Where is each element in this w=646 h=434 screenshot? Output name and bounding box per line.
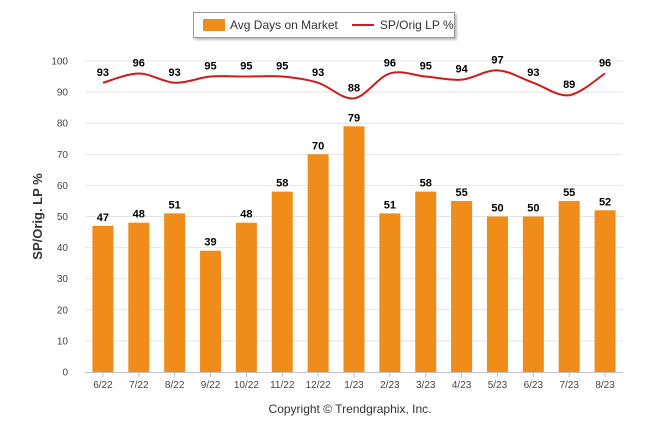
line-value-label: 95: [240, 61, 252, 73]
line-value-label: 93: [312, 67, 324, 79]
x-tick-label: 10/22: [234, 380, 259, 391]
x-tick-label: 8/22: [165, 380, 185, 391]
y-tick-label: 20: [57, 305, 69, 316]
line-value-label: 93: [527, 67, 539, 79]
line-value-label: 88: [348, 82, 360, 94]
copyright-text: Copyright © Trendgraphix, Inc.: [268, 402, 432, 416]
bar-value-label: 39: [204, 237, 216, 249]
x-tick-label: 2/23: [380, 380, 400, 391]
x-axis-ticks: 6/22 7/22 8/22 9/22 10/22 11/22 12/22 1/23 2/23 3…: [93, 372, 615, 391]
legend-line-swatch: [351, 24, 374, 26]
x-tick-label: 6/23: [524, 380, 544, 391]
x-tick-label: 12/22: [306, 380, 331, 391]
bar: [200, 250, 222, 372]
bar-value-label: 55: [563, 187, 575, 199]
bar: [164, 213, 186, 372]
bar-data-labels: 47 48 51 39 48 58 70 79 51 58 55 50 50 55 52: [97, 112, 611, 248]
x-tick-label: 8/23: [595, 380, 615, 391]
bar-series: [92, 126, 616, 372]
x-tick-label: 11/22: [270, 380, 295, 391]
y-tick-label: 40: [57, 243, 69, 254]
x-tick-label: 7/23: [559, 380, 579, 391]
legend-bar-label: Avg Days on Market: [230, 18, 338, 32]
y-tick-label: 30: [57, 274, 69, 285]
bar: [343, 126, 365, 372]
x-tick-label: 1/23: [344, 380, 364, 391]
x-tick-label: 5/23: [488, 380, 508, 391]
x-tick-label: 6/22: [93, 380, 113, 391]
bar: [235, 222, 257, 372]
sp-orig-lp-line: [102, 69, 606, 100]
line-value-label: 95: [204, 61, 216, 73]
bar: [451, 200, 473, 372]
bar: [486, 216, 508, 372]
legend: Avg Days on Market SP/Orig LP %: [193, 12, 455, 38]
line-value-label: 93: [97, 67, 109, 79]
bar: [128, 222, 150, 372]
line-value-label: 96: [599, 57, 611, 69]
bar-value-label: 48: [133, 209, 145, 221]
x-tick-label: 7/22: [129, 380, 149, 391]
legend-item-bar[interactable]: Avg Days on Market: [203, 18, 338, 32]
bar: [522, 216, 544, 372]
bar-value-label: 70: [312, 140, 324, 152]
y-tick-label: 50: [57, 212, 69, 223]
bar-value-label: 58: [420, 178, 432, 190]
bar-value-label: 58: [276, 178, 288, 190]
bar: [92, 225, 114, 372]
line-value-label: 97: [491, 54, 503, 66]
line-value-label: 95: [420, 61, 432, 73]
y-tick-label: 10: [57, 336, 69, 347]
x-tick-label: 4/23: [452, 380, 472, 391]
bar-value-label: 51: [169, 199, 181, 211]
y-tick-label: 70: [57, 150, 69, 161]
y-tick-label: 80: [57, 119, 69, 130]
bar-value-label: 51: [384, 199, 396, 211]
bar: [415, 191, 437, 372]
line-value-label: 96: [384, 57, 396, 69]
x-tick-label: 3/23: [416, 380, 436, 391]
bar: [271, 191, 293, 372]
bar-value-label: 79: [348, 112, 360, 124]
bar-value-label: 52: [599, 196, 611, 208]
legend-line-label: SP/Orig LP %: [379, 18, 454, 32]
bar: [379, 213, 401, 372]
bar: [594, 210, 616, 372]
y-axis-ticks: 0 10 20 30 40 50 60 70 80 90 100: [51, 57, 68, 379]
y-tick-label: 60: [57, 181, 69, 192]
line-series: [102, 69, 606, 100]
line-value-label: 96: [133, 57, 145, 69]
bar-value-label: 50: [527, 203, 539, 215]
y-axis-title: SP/Orig. LP %: [30, 173, 45, 260]
y-tick-label: 90: [57, 88, 69, 99]
bar: [307, 154, 329, 372]
bar: [558, 200, 580, 372]
line-value-label: 94: [455, 64, 468, 76]
bar-value-label: 47: [97, 212, 109, 224]
bar-value-label: 50: [491, 203, 503, 215]
bar-value-label: 55: [455, 187, 467, 199]
y-tick-label: 0: [62, 368, 68, 379]
legend-bar-swatch: [203, 19, 225, 31]
y-tick-label: 100: [51, 57, 68, 68]
line-value-label: 89: [563, 79, 575, 91]
bar-value-label: 48: [240, 209, 252, 221]
legend-item-line[interactable]: SP/Orig LP %: [351, 18, 454, 32]
line-value-label: 95: [276, 61, 288, 73]
x-tick-label: 9/22: [201, 380, 221, 391]
line-data-labels: 93 96 93 95 95 95 93 88 96 95 94 97 93 89 96: [97, 54, 611, 94]
line-value-label: 93: [169, 67, 181, 79]
